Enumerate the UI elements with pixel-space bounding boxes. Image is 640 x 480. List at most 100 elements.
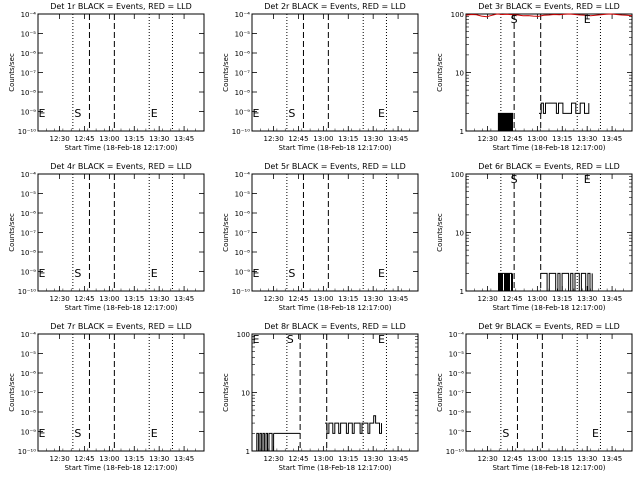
y-tick-label: 10⁻⁶ bbox=[449, 370, 465, 378]
x-tick-label: 12:30 bbox=[477, 135, 497, 143]
y-tick-label: 10⁻⁷ bbox=[21, 70, 37, 78]
x-tick-label: 13:15 bbox=[124, 295, 144, 303]
x-tick-label: 13:45 bbox=[174, 295, 194, 303]
y-axis-label: Counts/sec bbox=[8, 213, 16, 252]
y-tick-label: 10⁻⁹ bbox=[235, 109, 251, 117]
y-tick-label: 10⁻⁸ bbox=[235, 89, 251, 97]
x-tick-label: 12:30 bbox=[49, 295, 69, 303]
series-events-line bbox=[497, 272, 513, 292]
panel-title: Det 6r BLACK = Events, RED = LLD bbox=[478, 162, 620, 171]
left-end-marker: E bbox=[253, 107, 260, 120]
y-tick-label: 10⁻⁴ bbox=[21, 11, 37, 19]
plot-frame bbox=[465, 13, 633, 132]
plot-frame bbox=[37, 13, 205, 132]
y-axis-label: Counts/sec bbox=[436, 373, 444, 412]
start-marker: S bbox=[511, 173, 518, 186]
y-axis-label: Counts/sec bbox=[222, 373, 230, 412]
y-tick-label: 10⁻⁸ bbox=[449, 409, 465, 417]
y-tick-label: 10⁻⁸ bbox=[21, 409, 37, 417]
panel-title: Det 9r BLACK = Events, RED = LLD bbox=[478, 322, 620, 331]
x-tick-label: 13:45 bbox=[602, 455, 622, 463]
x-tick-label: 12:45 bbox=[502, 135, 522, 143]
y-tick-label: 10⁻⁴ bbox=[21, 331, 37, 339]
x-tick-label: 12:45 bbox=[74, 455, 94, 463]
end-marker: E bbox=[151, 267, 158, 280]
y-tick-label: 10⁻⁶ bbox=[235, 210, 251, 218]
y-tick-label: 10⁻⁵ bbox=[449, 351, 465, 359]
plot-frame bbox=[37, 333, 205, 452]
series-events-line bbox=[497, 112, 513, 132]
panel-5: Det 5r BLACK = Events, RED = LLD 10⁻⁴ 10⁻⁵… bbox=[222, 162, 419, 312]
x-tick-label: 12:45 bbox=[74, 295, 94, 303]
panel-9: Det 9r BLACK = Events, RED = LLD 10⁻⁴ 10⁻⁵… bbox=[436, 322, 633, 472]
y-axis-label: Counts/sec bbox=[436, 53, 444, 92]
x-tick-label: 13:00 bbox=[99, 135, 119, 143]
panel-title: Det 1r BLACK = Events, RED = LLD bbox=[50, 2, 192, 11]
x-tick-label: 13:30 bbox=[363, 135, 383, 143]
panel-6: Det 6r BLACK = Events, RED = LLD 100 10 1 Co… bbox=[436, 162, 633, 312]
x-tick-label: 13:00 bbox=[99, 295, 119, 303]
start-marker: S bbox=[74, 107, 81, 120]
y-tick-label: 10⁻⁶ bbox=[21, 50, 37, 58]
x-tick-label: 13:30 bbox=[149, 135, 169, 143]
y-tick-label: 10⁻¹⁰ bbox=[18, 128, 36, 136]
end-marker: E bbox=[378, 333, 385, 346]
y-tick-label: 10⁻⁵ bbox=[21, 191, 37, 199]
y-tick-label: 10⁻⁸ bbox=[21, 89, 37, 97]
panel-title: Det 3r BLACK = Events, RED = LLD bbox=[478, 2, 620, 11]
y-tick-label: 10⁻¹⁰ bbox=[232, 128, 250, 136]
series-events-line bbox=[255, 432, 275, 452]
left-end-marker: E bbox=[39, 267, 46, 280]
x-tick-label: 13:00 bbox=[527, 295, 547, 303]
x-tick-label: 12:45 bbox=[74, 135, 94, 143]
x-tick-label: 12:30 bbox=[477, 295, 497, 303]
end-marker: E bbox=[592, 427, 599, 440]
y-tick-label: 10⁻⁴ bbox=[21, 171, 37, 179]
y-tick-label: 10⁻⁵ bbox=[235, 191, 251, 199]
x-axis-label: Start Time (18-Feb-18 12:17:00) bbox=[492, 144, 605, 152]
x-axis-label: Start Time (18-Feb-18 12:17:00) bbox=[278, 464, 391, 472]
start-marker: S bbox=[74, 427, 81, 440]
panel-title: Det 8r BLACK = Events, RED = LLD bbox=[264, 322, 406, 331]
x-tick-label: 12:30 bbox=[49, 135, 69, 143]
y-tick-label: 100 bbox=[451, 11, 464, 19]
panel-1: Det 1r BLACK = Events, RED = LLD 10⁻⁴ 10⁻⁵… bbox=[8, 2, 205, 152]
y-tick-label: 10⁻⁷ bbox=[235, 70, 251, 78]
start-marker: S bbox=[287, 333, 294, 346]
panel-2: Det 2r BLACK = Events, RED = LLD 10⁻⁴ 10⁻⁵… bbox=[222, 2, 419, 152]
x-tick-label: 13:00 bbox=[313, 295, 333, 303]
plot-frame bbox=[251, 173, 419, 292]
x-tick-label: 13:30 bbox=[149, 295, 169, 303]
panel-8: Det 8r BLACK = Events, RED = LLD 100 10 1 Co… bbox=[222, 322, 419, 472]
x-tick-label: 13:00 bbox=[527, 135, 547, 143]
x-tick-label: 12:30 bbox=[263, 135, 283, 143]
x-tick-label: 13:15 bbox=[552, 295, 572, 303]
start-marker: S bbox=[511, 13, 518, 26]
y-tick-label: 10⁻⁵ bbox=[21, 31, 37, 39]
y-tick-label: 10⁻⁹ bbox=[21, 109, 37, 117]
y-tick-label: 10⁻⁹ bbox=[449, 429, 465, 437]
end-marker: E bbox=[584, 173, 591, 186]
x-tick-label: 13:00 bbox=[313, 455, 333, 463]
y-tick-label: 10⁻⁶ bbox=[21, 210, 37, 218]
plot-frame bbox=[37, 173, 205, 292]
y-tick-label: 10⁻⁴ bbox=[235, 171, 251, 179]
y-tick-label: 10⁻⁷ bbox=[21, 390, 37, 398]
start-marker: S bbox=[288, 107, 295, 120]
y-tick-label: 10⁻⁷ bbox=[21, 230, 37, 238]
y-tick-label: 10⁻¹⁰ bbox=[446, 448, 464, 456]
left-end-marker: E bbox=[253, 267, 260, 280]
y-tick-label: 10⁻⁵ bbox=[21, 351, 37, 359]
y-tick-label: 100 bbox=[237, 331, 250, 339]
y-tick-label: 10⁻⁹ bbox=[21, 429, 37, 437]
x-tick-label: 13:30 bbox=[363, 295, 383, 303]
x-tick-label: 12:45 bbox=[288, 135, 308, 143]
x-tick-label: 13:45 bbox=[388, 295, 408, 303]
y-tick-label: 10⁻⁵ bbox=[235, 31, 251, 39]
x-tick-label: 13:45 bbox=[388, 135, 408, 143]
x-tick-label: 13:45 bbox=[602, 295, 622, 303]
x-tick-label: 13:15 bbox=[124, 135, 144, 143]
x-tick-label: 13:15 bbox=[338, 295, 358, 303]
x-tick-label: 13:30 bbox=[577, 295, 597, 303]
